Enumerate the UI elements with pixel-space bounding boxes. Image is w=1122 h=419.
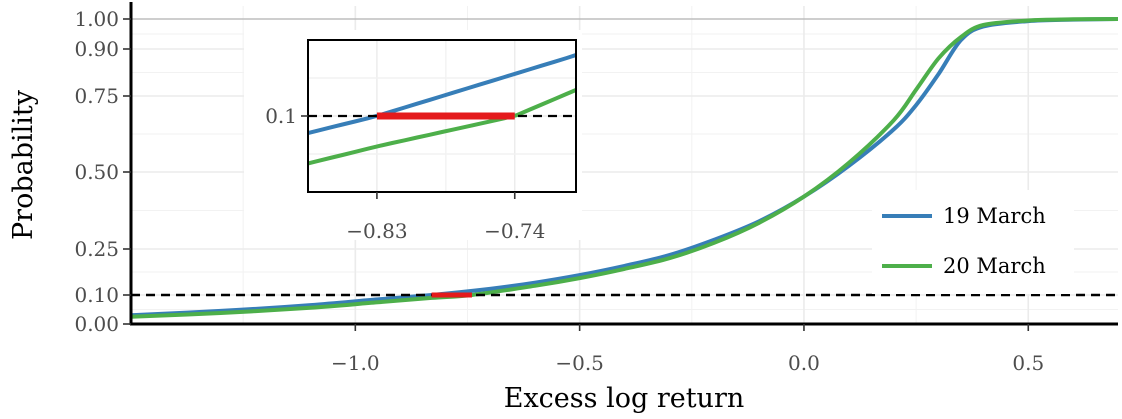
legend-label-2: 20 March	[943, 254, 1046, 278]
inset-x-tick-label: −0.74	[484, 219, 545, 243]
y-axis-title: Probability	[8, 89, 39, 240]
x-tick-label: −0.5	[555, 351, 604, 375]
y-tick-label: 0.25	[74, 237, 119, 261]
legend: 19 March 20 March	[872, 190, 1074, 294]
y-tick-label: 0.50	[74, 160, 119, 184]
x-tick-label: −1.0	[331, 351, 380, 375]
inset-x-tick-label: −0.83	[346, 219, 407, 243]
inset-y-tick-label: 0.1	[265, 104, 297, 128]
legend-background	[872, 190, 1074, 294]
y-tick-label: 0.10	[74, 283, 119, 307]
x-axis-title: Excess log return	[504, 383, 745, 414]
y-tick-label: 1.00	[74, 7, 119, 31]
legend-label-1: 19 March	[943, 204, 1046, 228]
inset-series-line-2	[308, 87, 576, 166]
inset-series-line-1	[308, 52, 576, 136]
main-tick-labels: 0.00 0.10 0.25 0.50 0.75 0.90 1.00 −1.0 −0.5 0.0 0…	[74, 7, 1044, 375]
x-tick-label: 0.5	[1012, 351, 1044, 375]
series-line-2	[131, 17, 1118, 319]
inset-zoom-panel: −0.83 −0.74 0.1	[244, 30, 582, 243]
y-tick-label: 0.90	[74, 37, 119, 61]
main-axes	[123, 2, 1118, 331]
x-tick-label: 0.0	[788, 351, 820, 375]
inset-series	[308, 52, 576, 166]
main-series	[131, 17, 1118, 319]
y-tick-label: 0.75	[74, 84, 119, 108]
inset-background	[244, 30, 582, 240]
y-tick-label: 0.00	[74, 312, 119, 336]
